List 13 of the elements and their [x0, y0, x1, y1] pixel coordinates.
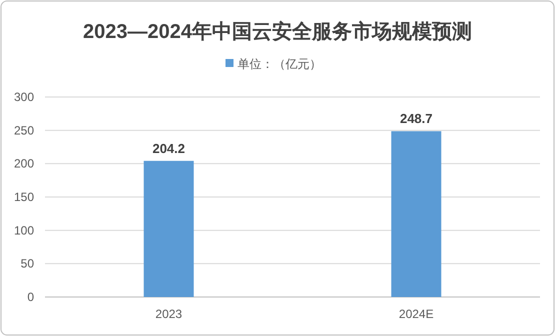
data-label: 248.7	[400, 111, 433, 126]
y-tick-label: 250	[14, 123, 34, 138]
legend-label: 单位：（亿元）	[238, 57, 322, 71]
y-tick-label: 100	[14, 223, 34, 238]
y-tick-label: 300	[14, 90, 34, 104]
y-tick-label: 200	[14, 156, 34, 171]
chart-title: 2023—2024年中国云安全服务市场规模预测	[83, 20, 472, 43]
y-tick-label: 150	[14, 190, 34, 204]
x-tick-label: 2023	[155, 307, 182, 321]
y-tick-label: 50	[20, 256, 34, 271]
x-tick-label: 2024E	[398, 307, 434, 321]
data-label: 204.2	[152, 140, 186, 156]
y-tick-label: 0	[27, 290, 34, 304]
